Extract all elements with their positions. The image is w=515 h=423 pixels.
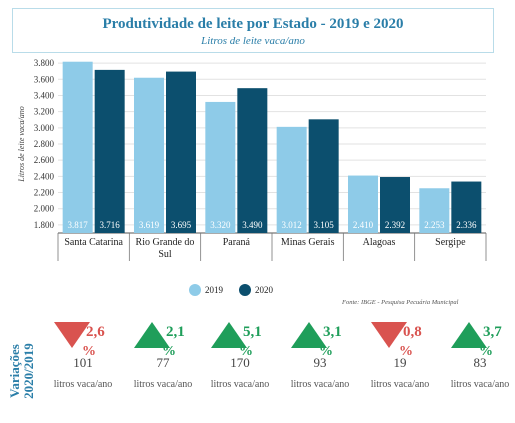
variation-absolute: 19 [393, 355, 407, 370]
variation-unit: litros vaca/ano [53, 379, 113, 390]
variation-percent-sign: % [319, 344, 333, 359]
data-label-2019: 2.410 [353, 220, 374, 230]
variation-item: 0,8% 19 litros vaca/ano [365, 322, 443, 414]
variation-percent: 2,1 [166, 324, 185, 340]
bar-2019 [62, 61, 93, 233]
variations-label-text: Variações 2020/2019 [7, 343, 36, 399]
variation-item: 2,6% 101 litros vaca/ano [48, 322, 126, 414]
x-tick-label: Santa Catarina [64, 237, 123, 248]
variation-unit: litros vaca/ano [290, 379, 350, 390]
variation-unit: litros vaca/ano [370, 379, 430, 390]
variation-percent-sign: % [162, 344, 176, 359]
y-tick-label: 3.400 [34, 90, 55, 100]
bar-chart: 1.800 2.000 2.200 2.400 2.600 2.800 3.000 3.200… [17, 58, 487, 296]
variation-percent-sign: % [399, 344, 413, 359]
variation-item: 3,7% 83 litros vaca/ano [445, 322, 515, 414]
variation-absolute: 101 [73, 355, 93, 370]
data-label-2019: 3.012 [282, 220, 302, 230]
bar-2020 [308, 119, 339, 233]
variation-absolute: 83 [473, 355, 487, 370]
arrow-up-icon [451, 322, 487, 348]
variation-item: 5,1% 170 litros vaca/ano [205, 322, 283, 414]
bar-2020 [380, 177, 410, 233]
y-tick-label: 3.800 [34, 58, 55, 68]
legend-marker-2019 [189, 284, 201, 296]
data-label-2020: 3.695 [171, 220, 192, 230]
arrow-up-icon [291, 322, 327, 348]
data-label-2019: 2.253 [424, 220, 445, 230]
y-tick-label: 2.000 [34, 204, 55, 214]
x-tick-label: Minas Gerais [281, 237, 335, 248]
x-tick-label: Sul [158, 249, 172, 260]
data-label-2020: 2.336 [456, 220, 477, 230]
variation-percent: 2,6 [86, 324, 105, 340]
variation-percent: 3,1 [323, 324, 342, 340]
variation-percent-sign: % [239, 344, 253, 359]
data-label-2019: 3.619 [139, 220, 160, 230]
y-tick-label: 3.200 [34, 107, 55, 117]
bar-2020 [451, 181, 482, 233]
chart-title: Produtividade de leite por Estado - 2019… [102, 16, 404, 32]
variation-absolute: 93 [313, 355, 327, 370]
variation-item: 2,1% 77 litros vaca/ano [128, 322, 206, 414]
y-axis-label: Litros de leite vaca/ano [17, 106, 26, 182]
variation-percent: 5,1 [243, 324, 262, 340]
y-tick-label: 2.600 [34, 155, 55, 165]
y-tick-label: 3.600 [34, 74, 55, 84]
arrow-up-icon [134, 322, 170, 348]
data-label-2020: 3.105 [314, 220, 335, 230]
y-tick-label: 2.200 [34, 188, 55, 198]
legend-marker-2020 [239, 284, 251, 296]
arrow-up-icon [211, 322, 247, 348]
bar-2020 [166, 71, 196, 233]
arrow-down-icon [371, 322, 407, 348]
x-tick-label: Rio Grande do [136, 237, 195, 248]
legend-label-2019: 2019 [205, 285, 224, 295]
variation-unit: litros vaca/ano [450, 379, 510, 390]
bar-2019 [205, 101, 236, 233]
variation-absolute: 77 [156, 355, 170, 370]
bar-2020 [237, 88, 268, 233]
bar-2019 [419, 188, 450, 233]
x-tick-label: Sergipe [435, 237, 466, 248]
bar-2019 [348, 175, 378, 233]
y-tick-label: 3.000 [34, 123, 55, 133]
data-label-2019: 3.817 [68, 220, 89, 230]
data-label-2019: 3.320 [210, 220, 231, 230]
variations-label: Variações 2020/2019 [7, 327, 36, 415]
chart-title-box: Produtividade de leite por Estado - 2019… [12, 8, 494, 53]
bar-2019 [276, 126, 307, 233]
variation-unit: litros vaca/ano [210, 379, 270, 390]
x-tick-label: Paraná [223, 237, 251, 248]
arrow-down-icon [54, 322, 90, 348]
variation-percent: 3,7 [483, 324, 502, 340]
variation-percent-sign: % [479, 344, 493, 359]
data-label-2020: 3.716 [100, 220, 121, 230]
x-tick-label: Alagoas [363, 237, 396, 248]
source-note: Fonte: IBGE - Pesquisa Pecuária Municipa… [342, 299, 459, 306]
variation-absolute: 170 [230, 355, 250, 370]
variation-item: 3,1% 93 litros vaca/ano [285, 322, 363, 414]
bar-2020 [94, 69, 125, 234]
legend-label-2020: 2020 [255, 285, 274, 295]
y-tick-label: 1.800 [34, 220, 55, 230]
bar-2019 [134, 77, 164, 234]
variation-percent: 0,8 [403, 324, 422, 340]
data-label-2020: 3.490 [242, 220, 263, 230]
variation-unit: litros vaca/ano [133, 379, 193, 390]
y-tick-label: 2.800 [34, 139, 55, 149]
data-label-2020: 2.392 [385, 220, 405, 230]
chart-subtitle: Litros de leite vaca/ano [201, 35, 305, 47]
variation-percent-sign: % [82, 344, 96, 359]
y-tick-label: 2.400 [34, 171, 55, 181]
